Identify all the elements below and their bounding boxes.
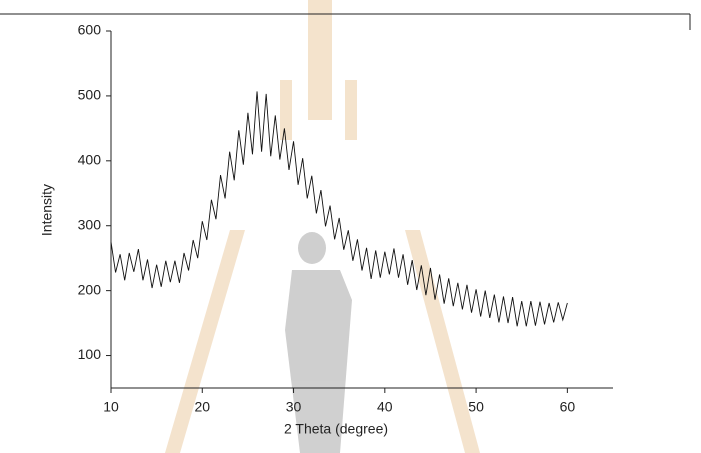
x-tick-label: 10 <box>103 399 119 415</box>
x-axis-label: 2 Theta (degree) <box>284 421 388 437</box>
y-tick-label: 200 <box>78 281 102 297</box>
y-tick-label: 300 <box>78 216 102 232</box>
watermark <box>165 0 480 453</box>
y-tick-label: 500 <box>78 87 102 103</box>
y-tick-label: 400 <box>78 152 102 168</box>
x-tick-label: 40 <box>377 399 393 415</box>
y-tick-label: 100 <box>78 346 102 362</box>
y-axis-label: Intensity <box>39 184 55 236</box>
x-tick-label: 50 <box>468 399 484 415</box>
x-tick-label: 60 <box>560 399 576 415</box>
x-tick-label: 20 <box>194 399 210 415</box>
x-tick-label: 30 <box>286 399 302 415</box>
y-tick-label: 600 <box>78 22 102 38</box>
data-line <box>110 91 568 327</box>
